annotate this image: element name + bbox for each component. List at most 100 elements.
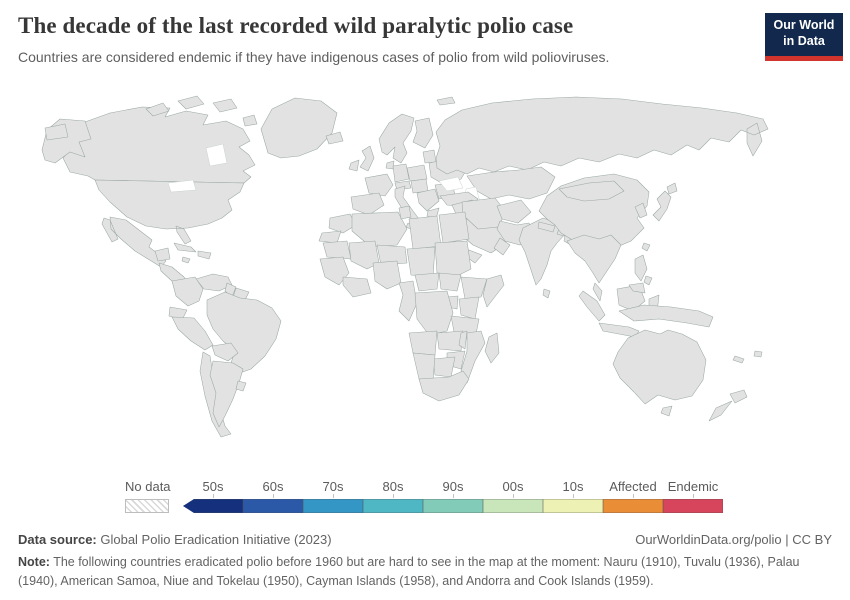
country-mauritania[interactable]: [322, 240, 352, 260]
legend-bin-00s[interactable]: 00s: [483, 479, 543, 513]
country-canada[interactable]: [62, 106, 256, 184]
country-argentina[interactable]: [209, 360, 244, 428]
region-pacific-islands[interactable]: [732, 355, 745, 364]
great-lakes: [167, 179, 197, 193]
country-sudan[interactable]: [434, 240, 472, 278]
legend-bin-80s[interactable]: 80s: [363, 479, 423, 513]
country-yucatan[interactable]: [154, 247, 171, 262]
country-japan[interactable]: [652, 182, 678, 222]
swatch-80s: [363, 499, 423, 513]
country-mexico[interactable]: [101, 216, 167, 268]
country-egypt[interactable]: [438, 211, 470, 244]
legend-bin-70s[interactable]: 70s: [303, 479, 363, 513]
legend-no-data[interactable]: No data: [125, 479, 171, 513]
country-canada-arctic-islands[interactable]: [145, 95, 258, 127]
country-nigeria[interactable]: [372, 260, 402, 290]
country-oman[interactable]: [493, 237, 511, 256]
country-central-african-republic[interactable]: [414, 272, 440, 292]
country-mozambique[interactable]: [460, 330, 486, 384]
swatch-70s: [303, 499, 363, 513]
region-se-asia[interactable]: [566, 234, 622, 284]
legend-bin-10s[interactable]: 10s: [543, 479, 603, 513]
country-australia[interactable]: [612, 329, 707, 417]
country-korea[interactable]: [634, 202, 648, 219]
country-malawi[interactable]: [458, 330, 468, 350]
country-south-sudan[interactable]: [438, 272, 462, 292]
country-uk[interactable]: [359, 145, 375, 172]
country-tunisia[interactable]: [398, 205, 412, 220]
country-bolivia[interactable]: [211, 342, 239, 362]
country-brazil[interactable]: [206, 291, 282, 374]
region-north-borneo[interactable]: [628, 282, 646, 294]
country-niger[interactable]: [376, 244, 408, 266]
country-nepal[interactable]: [537, 221, 556, 233]
country-drc[interactable]: [414, 290, 454, 336]
country-fiji[interactable]: [753, 350, 763, 358]
country-new-zealand[interactable]: [708, 389, 748, 422]
legend-bin-90s[interactable]: 90s: [423, 479, 483, 513]
country-ireland[interactable]: [348, 159, 360, 172]
country-namibia[interactable]: [412, 352, 436, 382]
map-legend: No data 50s 60s 70s 80s 90s 00s 10s Affe…: [125, 479, 723, 513]
country-philippines[interactable]: [634, 254, 653, 286]
country-chad[interactable]: [406, 246, 436, 278]
country-ethiopia[interactable]: [460, 276, 488, 300]
legend-bin-60s[interactable]: 60s: [243, 479, 303, 513]
legend-bin-50s[interactable]: 50s: [183, 479, 243, 513]
owid-logo-line1: Our World: [773, 18, 835, 32]
country-south-africa[interactable]: [418, 370, 470, 402]
country-iceland[interactable]: [325, 131, 344, 145]
country-russia[interactable]: [44, 96, 769, 175]
swatch-50s: [183, 499, 243, 513]
country-denmark[interactable]: [385, 160, 395, 170]
country-finland[interactable]: [412, 117, 434, 149]
attribution-link[interactable]: OurWorldinData.org/polio | CC BY: [635, 532, 832, 547]
page-title: The decade of the last recorded wild par…: [18, 13, 574, 38]
owid-logo[interactable]: Our World in Data: [765, 13, 843, 61]
country-jamaica[interactable]: [181, 256, 191, 264]
country-algeria[interactable]: [351, 211, 408, 248]
country-colombia[interactable]: [171, 276, 204, 307]
country-new-guinea[interactable]: [618, 304, 714, 328]
country-mongolia[interactable]: [558, 180, 625, 202]
country-poland[interactable]: [406, 164, 428, 182]
note-label: Note:: [18, 555, 50, 569]
hudson-bay: [205, 143, 228, 167]
country-afghanistan[interactable]: [496, 199, 532, 224]
country-uruguay[interactable]: [235, 380, 247, 392]
country-somalia[interactable]: [482, 274, 505, 308]
country-germany[interactable]: [392, 163, 410, 183]
legend-bin-endemic[interactable]: Endemic: [663, 479, 723, 513]
country-madagascar[interactable]: [484, 332, 500, 364]
country-peru[interactable]: [171, 316, 214, 351]
note-text: The following countries eradicated polio…: [18, 555, 800, 588]
country-taiwan[interactable]: [641, 242, 651, 252]
legend-bin-affected[interactable]: Affected: [603, 479, 663, 513]
country-hispaniola[interactable]: [197, 250, 212, 260]
region-iberia[interactable]: [350, 192, 385, 216]
swatch-10s: [543, 499, 603, 513]
swatch-affected: [603, 499, 663, 513]
region-scandinavia[interactable]: [378, 113, 415, 164]
country-cuba[interactable]: [173, 242, 197, 253]
country-malaysia[interactable]: [592, 282, 603, 302]
region-baltics[interactable]: [422, 149, 437, 164]
black-sea: [438, 176, 464, 192]
country-angola[interactable]: [408, 330, 438, 356]
country-sri-lanka[interactable]: [542, 288, 551, 299]
country-mali[interactable]: [348, 240, 380, 270]
country-france[interactable]: [364, 173, 394, 197]
country-greenland[interactable]: [260, 97, 338, 159]
region-kazakhstan-central-asia[interactable]: [466, 166, 556, 200]
region-cameroon-gabon[interactable]: [398, 280, 418, 322]
country-western-sahara[interactable]: [318, 230, 342, 244]
country-usa[interactable]: [94, 179, 245, 245]
country-kenya[interactable]: [458, 296, 480, 320]
country-botswana[interactable]: [432, 356, 456, 378]
country-svalbard[interactable]: [436, 96, 456, 106]
country-zambia[interactable]: [436, 330, 464, 352]
country-morocco[interactable]: [328, 213, 357, 234]
region-ghana-ivory[interactable]: [342, 276, 372, 298]
region-balkans[interactable]: [416, 188, 440, 212]
